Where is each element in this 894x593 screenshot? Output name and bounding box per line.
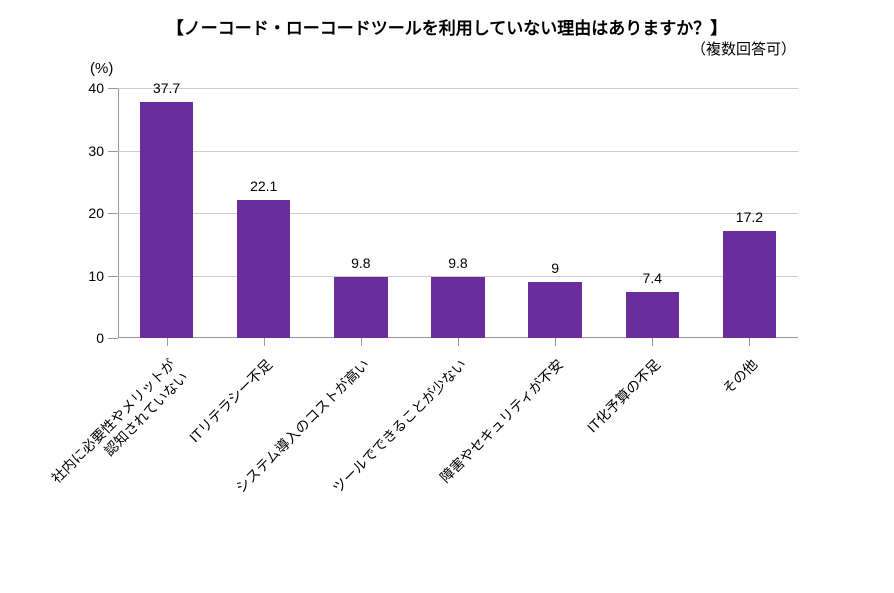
x-tick bbox=[264, 338, 265, 346]
category-label: その他 bbox=[537, 356, 762, 581]
y-tick bbox=[108, 276, 118, 277]
x-tick bbox=[167, 338, 168, 346]
x-tick bbox=[361, 338, 362, 346]
category-label: ツールでできることが少ない bbox=[246, 356, 471, 581]
x-tick bbox=[555, 338, 556, 346]
bar: 9 bbox=[528, 282, 581, 338]
x-tick bbox=[749, 338, 750, 346]
bar-value-label: 9 bbox=[551, 260, 559, 276]
gridline bbox=[118, 213, 798, 214]
y-tick bbox=[108, 213, 118, 214]
bar-value-label: 17.2 bbox=[736, 209, 763, 225]
chart-subtitle: （複数回答可） bbox=[691, 38, 796, 59]
plot-area: 01020304037.7社内に必要性やメリットが 認知されていない22.1IT… bbox=[118, 88, 798, 338]
gridline bbox=[118, 88, 798, 89]
x-tick bbox=[652, 338, 653, 346]
category-label: 障害やセキュリティが不安 bbox=[343, 356, 568, 581]
bar: 7.4 bbox=[626, 292, 679, 338]
chart-title: 【ノーコード・ローコードツールを利用していない理由はありますか？】 bbox=[0, 14, 894, 39]
bar-value-label: 22.1 bbox=[250, 178, 277, 194]
bar: 9.8 bbox=[334, 277, 387, 338]
y-tick bbox=[108, 151, 118, 152]
y-axis-label: (%) bbox=[90, 60, 113, 77]
y-tick bbox=[108, 338, 118, 339]
bar-value-label: 9.8 bbox=[448, 255, 467, 271]
bar-value-label: 7.4 bbox=[643, 270, 662, 286]
y-tick-label: 0 bbox=[74, 330, 104, 346]
bar: 22.1 bbox=[237, 200, 290, 338]
y-tick bbox=[108, 88, 118, 89]
gridline bbox=[118, 151, 798, 152]
bar: 9.8 bbox=[431, 277, 484, 338]
x-tick bbox=[458, 338, 459, 346]
category-label: IT化予算の不足 bbox=[440, 356, 665, 581]
bar: 17.2 bbox=[723, 231, 776, 339]
bar-value-label: 37.7 bbox=[153, 80, 180, 96]
y-tick-label: 30 bbox=[74, 143, 104, 159]
bar-chart: 【ノーコード・ローコードツールを利用していない理由はありますか？】 （複数回答可… bbox=[0, 0, 894, 559]
y-tick-label: 40 bbox=[74, 80, 104, 96]
bar: 37.7 bbox=[140, 102, 193, 338]
y-tick-label: 20 bbox=[74, 205, 104, 221]
y-tick-label: 10 bbox=[74, 268, 104, 284]
bar-value-label: 9.8 bbox=[351, 255, 370, 271]
